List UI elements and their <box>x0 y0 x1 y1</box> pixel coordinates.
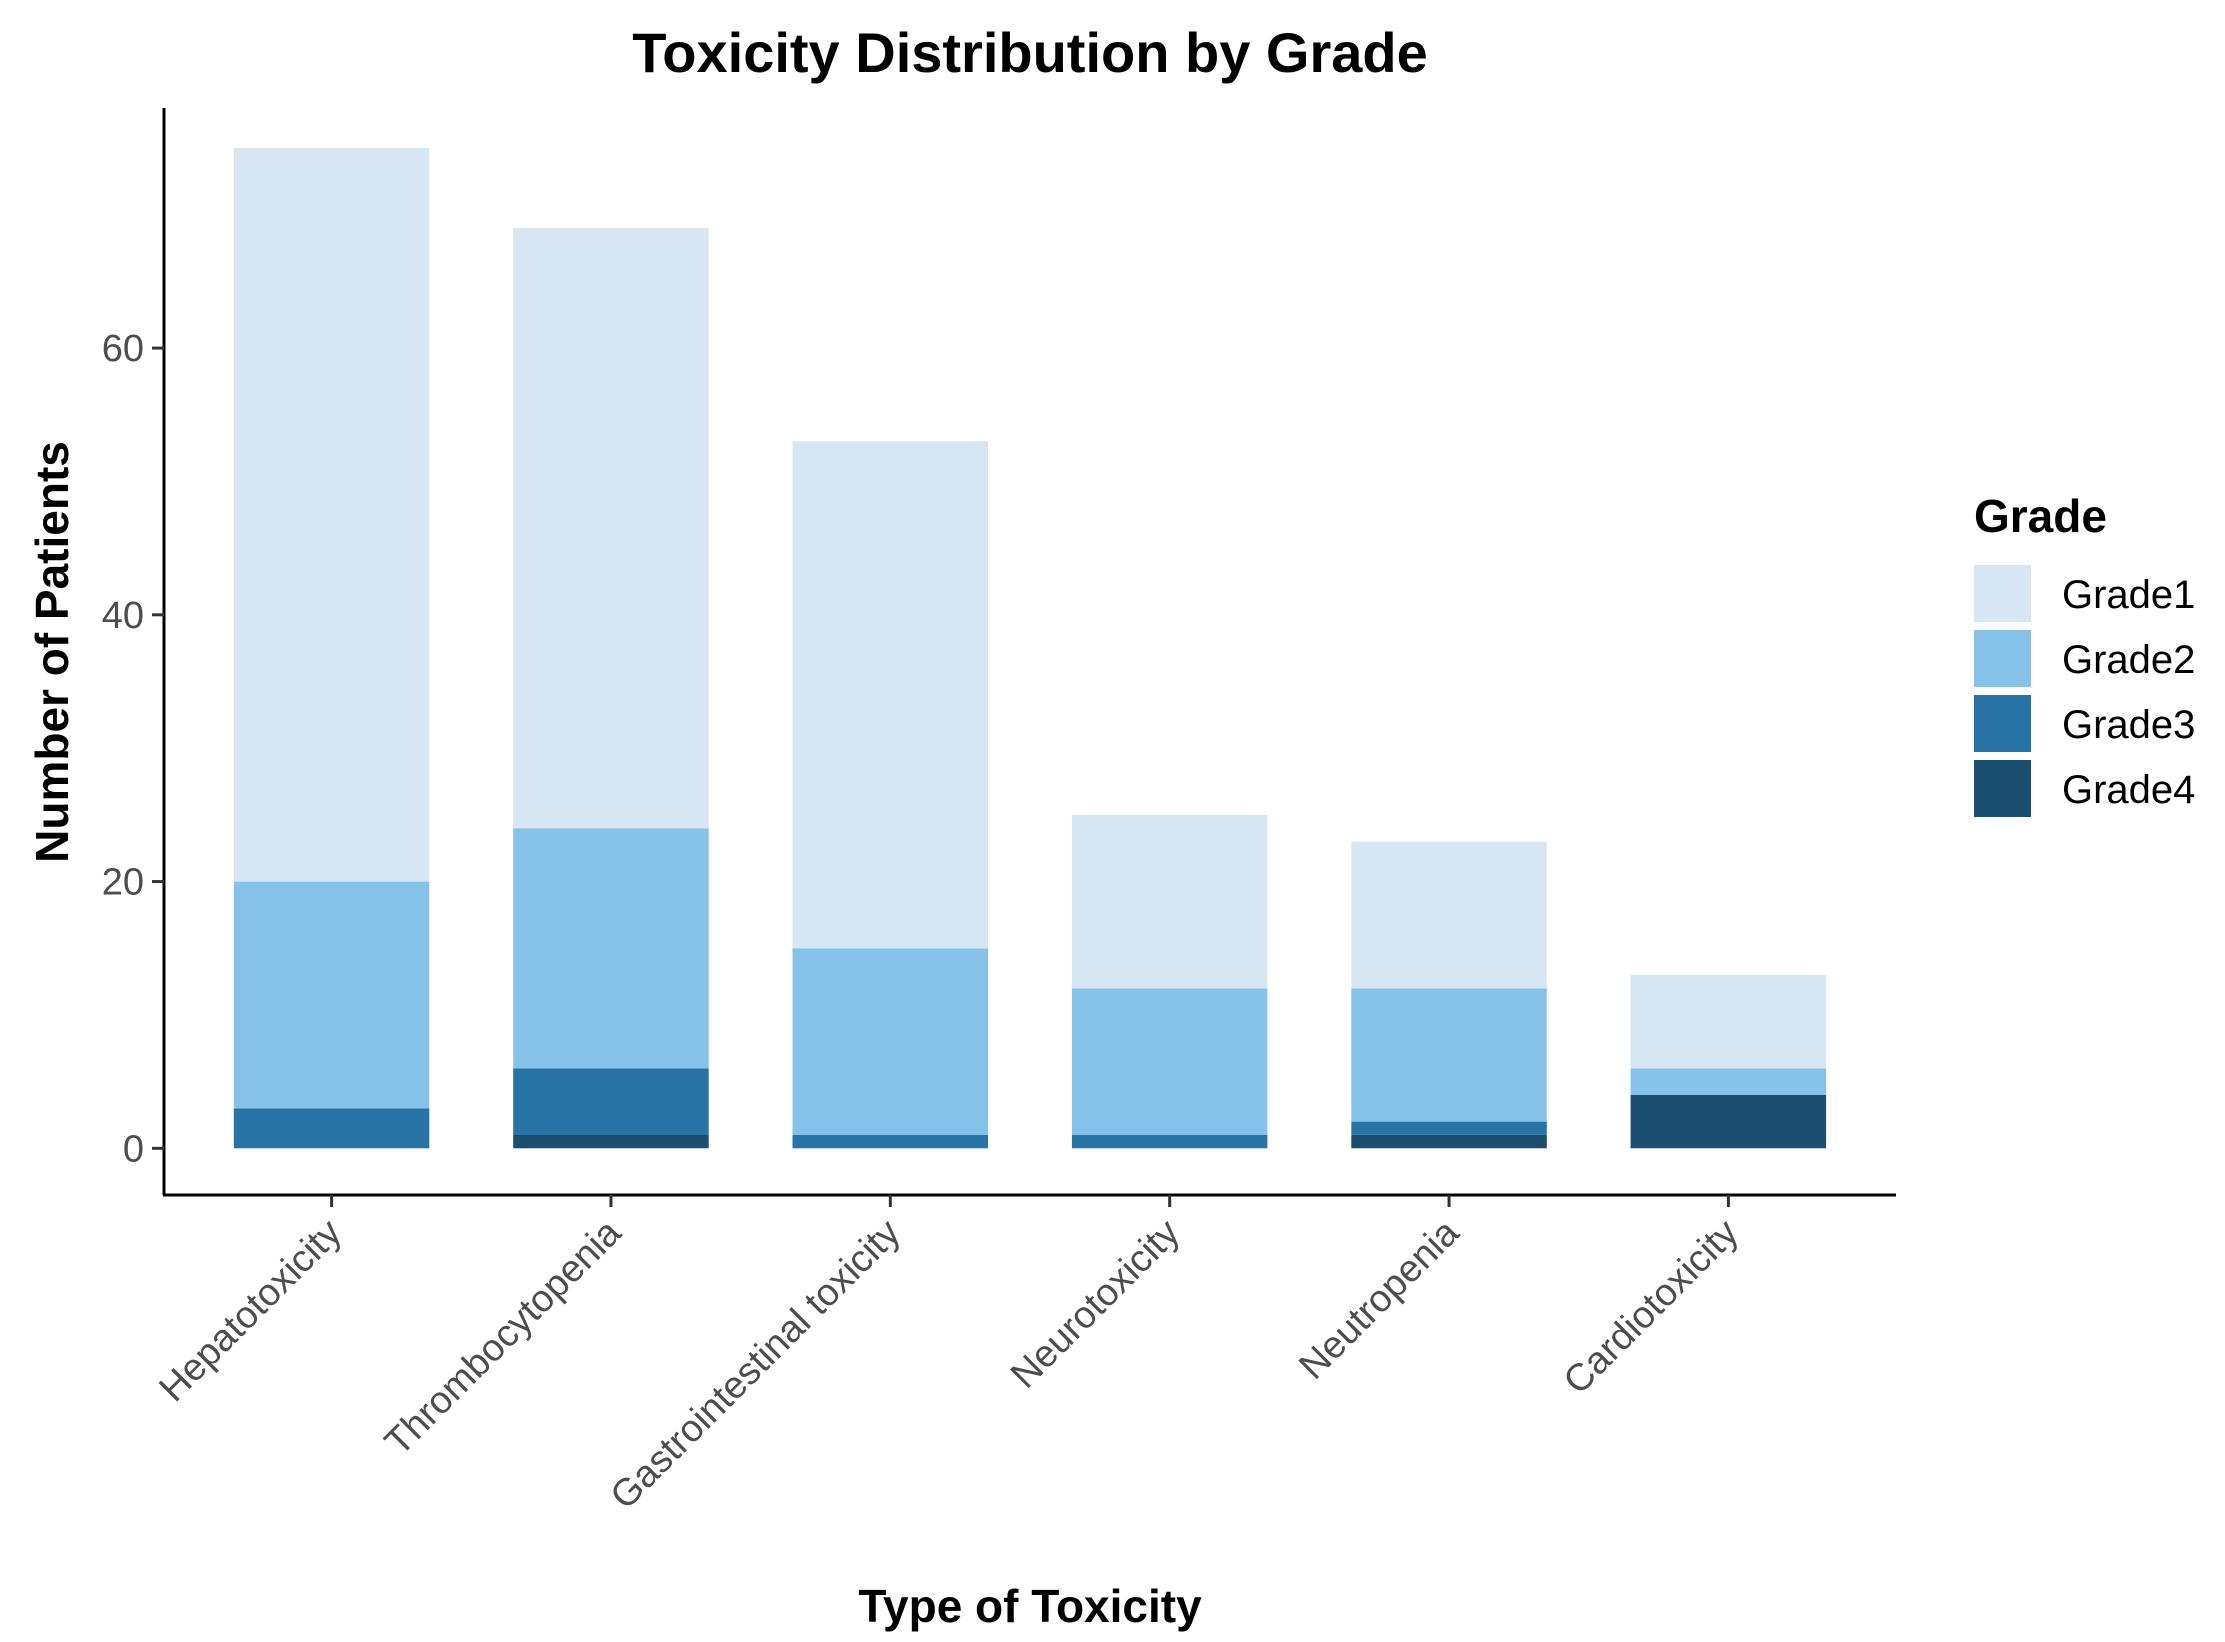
y-ticks-group: 0 20 40 60 <box>102 328 164 1170</box>
legend-label-grade4: Grade4 <box>2062 768 2195 812</box>
y-tick-label-20: 20 <box>102 862 144 904</box>
legend-title: Grade <box>1974 490 2107 542</box>
x-axis-title: Type of Toxicity <box>858 1580 1202 1632</box>
y-tick-label-60: 60 <box>102 328 144 370</box>
y-tick-label-40: 40 <box>102 595 144 637</box>
bar-hepatotoxicity-grade1 <box>233 148 430 882</box>
bar-neurotoxicity-grade3 <box>1071 1135 1268 1149</box>
bar-thrombocytopenia-grade3 <box>513 1068 709 1135</box>
bar-cardiotoxicity-grade2 <box>1630 1068 1827 1095</box>
x-tick-label-neutropenia: Neutropenia <box>1291 1211 1468 1388</box>
bar-gastrointestinal-toxicity-grade3 <box>792 1135 988 1149</box>
x-tick-label-hepatotoxicity: Hepatotoxicity <box>151 1212 349 1410</box>
y-axis-title: Number of Patients <box>26 441 78 863</box>
legend-label-grade2: Grade2 <box>2062 638 2195 682</box>
legend-label-grade3: Grade3 <box>2062 703 2195 747</box>
bar-hepatotoxicity-grade2 <box>233 881 430 1109</box>
legend-swatch-grade1 <box>1974 565 2031 622</box>
legend-label-grade1: Grade1 <box>2062 573 2195 617</box>
bar-neurotoxicity-grade2 <box>1071 988 1268 1135</box>
bar-gastrointestinal-toxicity-grade2 <box>792 948 988 1135</box>
bar-thrombocytopenia-grade4 <box>513 1135 709 1149</box>
x-tick-label-cardiotoxicity: Cardiotoxicity <box>1556 1212 1747 1403</box>
chart-title: Toxicity Distribution by Grade <box>632 21 1428 84</box>
bar-neurotoxicity-grade1 <box>1071 814 1268 989</box>
bar-thrombocytopenia-grade1 <box>513 228 709 829</box>
legend: Grade Grade1 Grade2 Grade3 Grade4 <box>1974 490 2195 817</box>
bar-neutropenia-grade4 <box>1351 1135 1547 1149</box>
legend-swatch-grade4 <box>1974 760 2031 817</box>
legend-swatch-grade2 <box>1974 630 2031 687</box>
bar-cardiotoxicity-grade4 <box>1630 1095 1827 1149</box>
bar-cardiotoxicity-grade1 <box>1630 974 1827 1069</box>
bar-hepatotoxicity-grade3 <box>233 1108 430 1149</box>
bar-neutropenia-grade3 <box>1351 1121 1547 1135</box>
bar-neutropenia-grade2 <box>1351 988 1547 1122</box>
bars-group <box>233 148 1827 1149</box>
legend-swatch-grade3 <box>1974 695 2031 752</box>
x-tick-label-neurotoxicity: Neurotoxicity <box>1003 1212 1188 1397</box>
x-ticks-group: Hepatotoxicity ThrombocytopeniaGastrointe… <box>151 1195 1747 1518</box>
bar-gastrointestinal-toxicity-grade1 <box>792 441 988 949</box>
x-tick-label-gastrointestinal-toxicity: Gastrointestinal toxicity <box>603 1212 909 1518</box>
bar-thrombocytopenia-grade2 <box>513 828 709 1069</box>
bar-neutropenia-grade1 <box>1351 841 1547 989</box>
y-tick-label-0: 0 <box>123 1128 144 1170</box>
x-tick-label-thrombocytopenia: Thrombocytopenia <box>377 1211 630 1464</box>
